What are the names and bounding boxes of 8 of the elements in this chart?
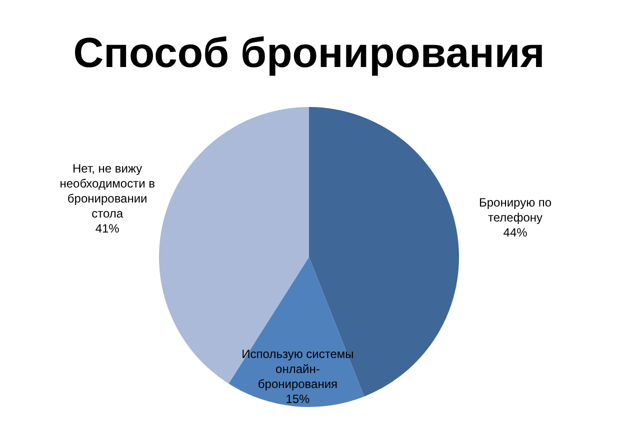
pie-slice [228,257,364,407]
data-label: 44% [503,226,528,240]
data-label: 15% [286,392,310,406]
data-label: 41% [95,221,120,236]
slice-label: Использую системы онлайн-бронирования [242,346,354,391]
slice-label: Нет, не вижу необходимости в бронировании стола [60,161,155,220]
slice-label: Бронирую по телефону [478,196,552,225]
chart-title: Способ бронирования [73,29,545,76]
